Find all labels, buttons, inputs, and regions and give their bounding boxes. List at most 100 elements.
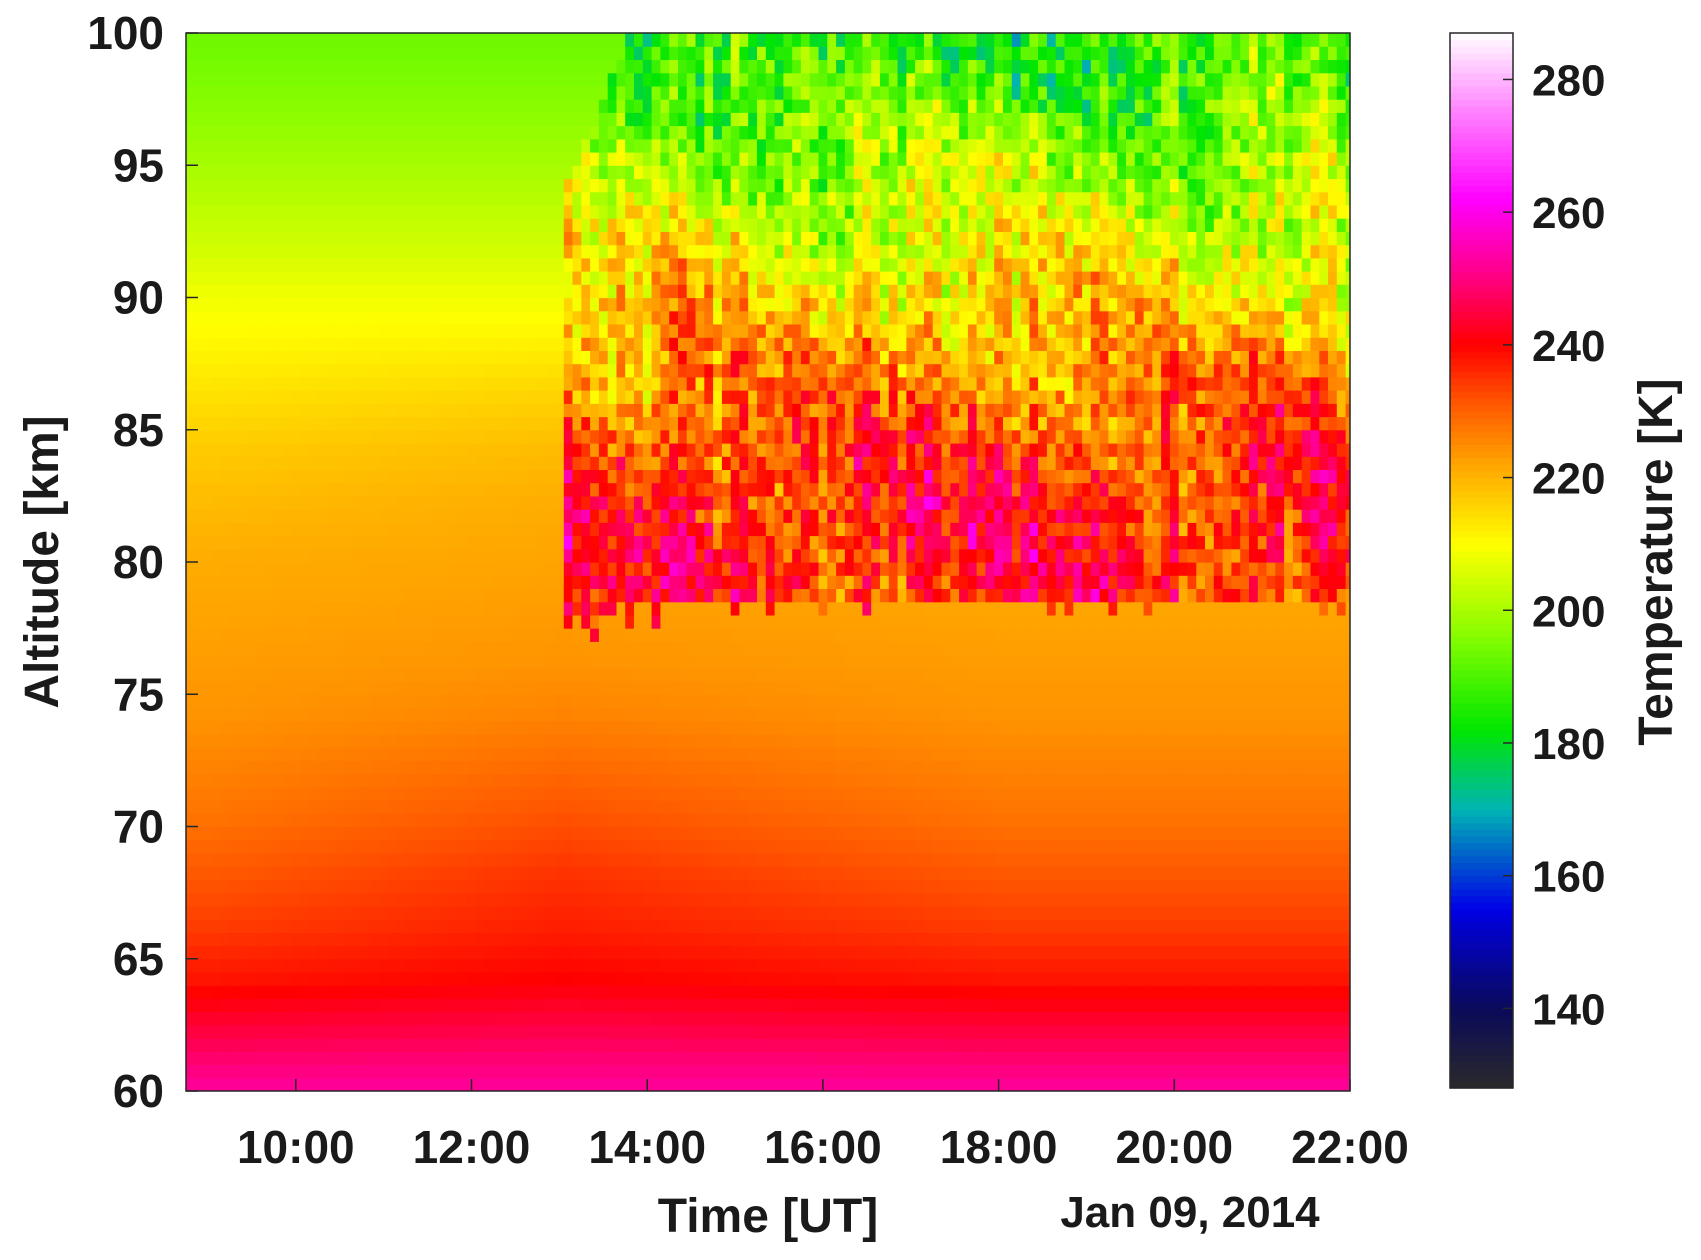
- heatmap-cell: [634, 218, 644, 232]
- heatmap-cell: [370, 786, 380, 801]
- heatmap-cell: [555, 363, 565, 378]
- heatmap-cell: [686, 733, 697, 748]
- heatmap-cell: [660, 191, 670, 206]
- heatmap-cell: [598, 509, 609, 523]
- heatmap-cell: [607, 33, 618, 47]
- heatmap-cell: [730, 800, 741, 814]
- heatmap-cell: [660, 1024, 670, 1039]
- heatmap-cell: [186, 1038, 196, 1052]
- heatmap-cell: [309, 257, 319, 272]
- heatmap-cell: [352, 733, 363, 748]
- heatmap-cell: [484, 429, 495, 444]
- heatmap-cell: [730, 601, 741, 616]
- heatmap-cell: [475, 720, 486, 735]
- heatmap-cell: [423, 1011, 433, 1026]
- heatmap-cell: [282, 218, 292, 232]
- heatmap-cell: [651, 482, 661, 497]
- heatmap-cell: [379, 85, 389, 100]
- heatmap-cell: [229, 1064, 240, 1079]
- heatmap-cell: [607, 839, 618, 854]
- heatmap-cell: [194, 720, 205, 735]
- heatmap-cell: [405, 628, 415, 642]
- heatmap-cell: [721, 191, 732, 206]
- heatmap-cell: [361, 138, 372, 153]
- heatmap-cell: [519, 244, 530, 259]
- heatmap-cell: [730, 694, 741, 709]
- heatmap-cell: [335, 112, 345, 127]
- heatmap-cell: [730, 707, 741, 722]
- heatmap-cell: [563, 125, 574, 140]
- heatmap-cell: [590, 218, 600, 232]
- heatmap-cell: [616, 654, 626, 669]
- heatmap-cell: [282, 773, 292, 788]
- heatmap-cell: [194, 892, 205, 907]
- heatmap-cell: [616, 244, 626, 259]
- heatmap-cell: [300, 892, 310, 907]
- heatmap-cell: [423, 985, 433, 999]
- heatmap-cell: [607, 138, 618, 153]
- heatmap-cell: [590, 681, 600, 695]
- heatmap-cell: [326, 628, 336, 642]
- heatmap-cell: [625, 46, 635, 60]
- heatmap-cell: [388, 443, 398, 457]
- heatmap-cell: [414, 667, 424, 682]
- heatmap-cell: [229, 1077, 240, 1091]
- heatmap-cell: [651, 1051, 661, 1066]
- heatmap-cell: [291, 257, 301, 272]
- heatmap-cell: [335, 641, 345, 656]
- heatmap-cell: [581, 786, 591, 801]
- heatmap-cell: [194, 601, 205, 616]
- heatmap-cell: [730, 614, 741, 629]
- heatmap-cell: [546, 601, 556, 616]
- heatmap-cell: [642, 33, 653, 47]
- heatmap-cell: [309, 853, 319, 867]
- heatmap-cell: [449, 839, 459, 854]
- heatmap-cell: [273, 892, 284, 907]
- heatmap-cell: [458, 786, 468, 801]
- heatmap-cell: [388, 125, 398, 140]
- heatmap-cell: [511, 667, 521, 682]
- heatmap-cell: [519, 310, 530, 325]
- heatmap-cell: [344, 297, 354, 312]
- heatmap-cell: [511, 191, 521, 206]
- heatmap-cell: [238, 998, 249, 1013]
- heatmap-cell: [475, 839, 486, 854]
- heatmap-cell: [616, 628, 626, 642]
- heatmap-cell: [467, 191, 477, 206]
- heatmap-cell: [449, 1064, 459, 1079]
- heatmap-cell: [194, 681, 205, 695]
- heatmap-cell: [660, 416, 670, 431]
- heatmap-cell: [563, 482, 574, 497]
- heatmap-cell: [194, 932, 205, 947]
- heatmap-cell: [467, 681, 477, 695]
- heatmap-cell: [238, 694, 249, 709]
- heatmap-cell: [493, 324, 503, 338]
- heatmap-cell: [678, 324, 688, 338]
- heatmap-cell: [695, 985, 705, 999]
- heatmap-cell: [370, 998, 380, 1013]
- heatmap-cell: [634, 443, 644, 457]
- heatmap-cell: [537, 337, 547, 351]
- heatmap-cell: [607, 403, 618, 418]
- heatmap-cell: [309, 760, 319, 775]
- heatmap-cell: [265, 773, 275, 788]
- heatmap-cell: [511, 720, 521, 735]
- heatmap-cell: [475, 707, 486, 722]
- heatmap-cell: [396, 760, 407, 775]
- heatmap-cell: [212, 958, 222, 973]
- heatmap-cell: [247, 548, 257, 563]
- heatmap-cell: [273, 667, 284, 682]
- heatmap-cell: [642, 588, 653, 603]
- heatmap-cell: [238, 760, 249, 775]
- heatmap-cell: [344, 152, 354, 166]
- heatmap-cell: [300, 363, 310, 378]
- heatmap-cell: [440, 310, 451, 325]
- heatmap-cell: [493, 429, 503, 444]
- heatmap-cell: [634, 628, 644, 642]
- heatmap-cell: [370, 191, 380, 206]
- heatmap-cell: [730, 972, 741, 986]
- heatmap-cell: [449, 33, 459, 47]
- heatmap-cell: [555, 257, 565, 272]
- heatmap-cell: [625, 297, 635, 312]
- heatmap-cell: [467, 271, 477, 285]
